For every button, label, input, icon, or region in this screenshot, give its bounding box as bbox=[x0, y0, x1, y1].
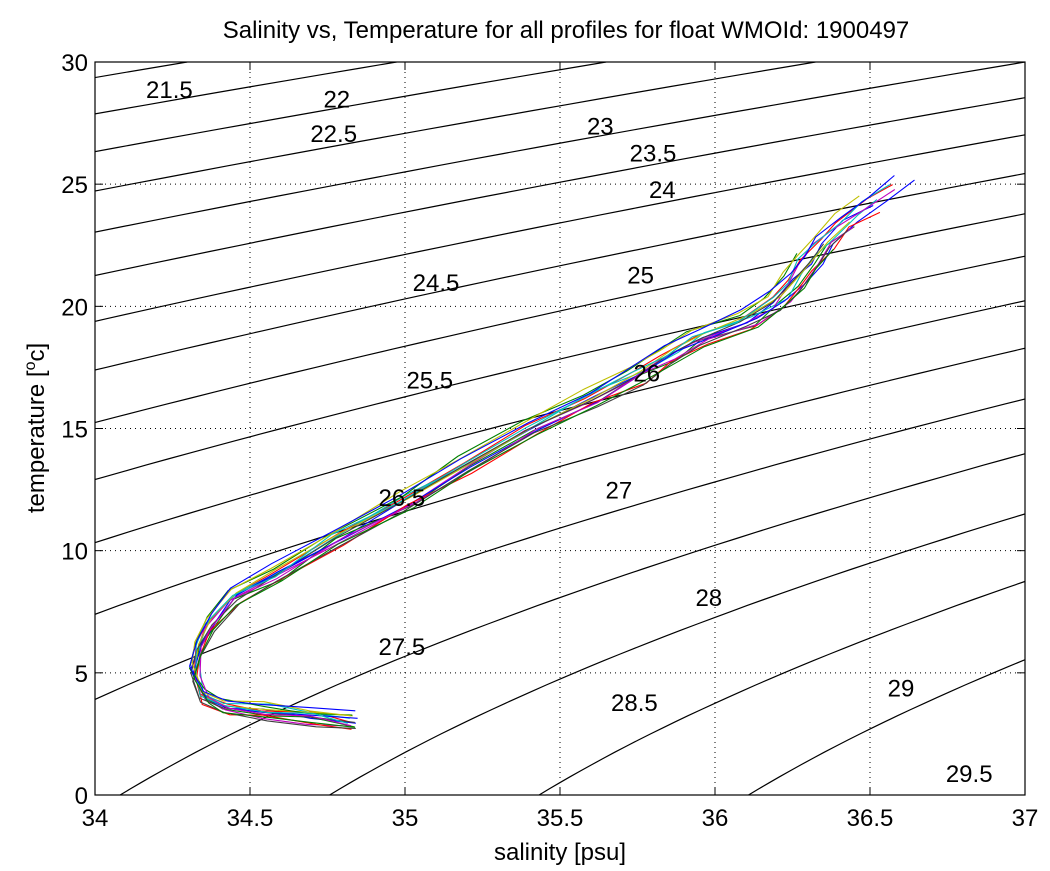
y-axis-label-suffix: c] bbox=[23, 343, 50, 362]
contour-label: 22.5 bbox=[310, 121, 357, 148]
contour-label: 24.5 bbox=[413, 270, 460, 297]
density-contour bbox=[95, 255, 1025, 481]
grid bbox=[95, 62, 1025, 795]
profile-line bbox=[192, 179, 915, 719]
axis-ticks: 34 34.5 35 35.5 36 36.5 37 0 5 10 15 20 25 30 bbox=[61, 50, 1038, 832]
density-contour bbox=[538, 580, 1025, 795]
density-contour bbox=[95, 62, 816, 192]
profile-line bbox=[189, 175, 895, 712]
density-contour bbox=[95, 62, 1025, 233]
contour-label: 25.5 bbox=[406, 368, 453, 395]
profile-line bbox=[196, 211, 881, 730]
contour-label: 28.5 bbox=[611, 690, 658, 717]
contour-label: 28 bbox=[695, 585, 722, 612]
y-tick-label: 30 bbox=[61, 50, 88, 77]
contour-label: 23 bbox=[587, 114, 614, 141]
x-tick-label: 35 bbox=[392, 805, 419, 832]
density-contour bbox=[95, 300, 1025, 544]
density-contours bbox=[95, 62, 1025, 795]
y-tick-label: 10 bbox=[61, 539, 88, 566]
x-axis-label: salinity [psu] bbox=[494, 839, 626, 866]
x-tick-label: 34 bbox=[82, 805, 109, 832]
y-tick-label: 25 bbox=[61, 172, 88, 199]
contour-label: 27.5 bbox=[379, 634, 426, 661]
profile-line bbox=[194, 221, 850, 717]
contour-labels: 21.5 22 22.5 23 23.5 24 24.5 25 25.5 26 26.5 27 27.5… bbox=[146, 77, 993, 788]
x-tick-label: 36.5 bbox=[847, 805, 894, 832]
y-tick-label: 0 bbox=[75, 783, 88, 810]
density-contour bbox=[95, 172, 1025, 371]
contour-label: 27 bbox=[606, 478, 633, 505]
contour-label: 21.5 bbox=[146, 77, 193, 104]
profile-line bbox=[195, 184, 891, 724]
density-contour bbox=[95, 97, 1025, 277]
plot-area: 21.5 22 22.5 23 23.5 24 24.5 25 25.5 26 26.5 27 27.5… bbox=[61, 50, 1038, 832]
density-contour bbox=[95, 398, 1025, 701]
profile-line bbox=[193, 248, 834, 728]
y-tick-label: 20 bbox=[61, 294, 88, 321]
density-contour bbox=[748, 659, 1025, 795]
contour-label: 26.5 bbox=[379, 485, 426, 512]
y-axis-label: temperature [oc] bbox=[22, 343, 50, 513]
density-contour bbox=[95, 347, 1025, 615]
x-tick-label: 37 bbox=[1012, 805, 1039, 832]
y-axis-label-degree: o bbox=[22, 361, 39, 370]
y-axis-label-prefix: temperature [ bbox=[23, 370, 50, 513]
x-tick-label: 36 bbox=[702, 805, 729, 832]
density-contour bbox=[119, 453, 1025, 795]
contour-label: 26 bbox=[633, 360, 660, 387]
x-tick-label: 35.5 bbox=[537, 805, 584, 832]
density-contour bbox=[329, 513, 1025, 795]
y-tick-label: 5 bbox=[75, 661, 88, 688]
x-tick-label: 34.5 bbox=[227, 805, 274, 832]
contour-label: 29 bbox=[888, 675, 915, 702]
profile-lines bbox=[189, 175, 915, 730]
contour-label: 29.5 bbox=[946, 761, 993, 788]
y-tick-label: 15 bbox=[61, 417, 88, 444]
density-contour bbox=[95, 134, 1025, 322]
chart-title: Salinity vs, Temperature for all profile… bbox=[223, 17, 910, 44]
contour-label: 22 bbox=[323, 87, 350, 114]
contour-label: 23.5 bbox=[630, 140, 677, 167]
contour-label: 25 bbox=[627, 263, 654, 290]
contour-label: 24 bbox=[649, 177, 676, 204]
